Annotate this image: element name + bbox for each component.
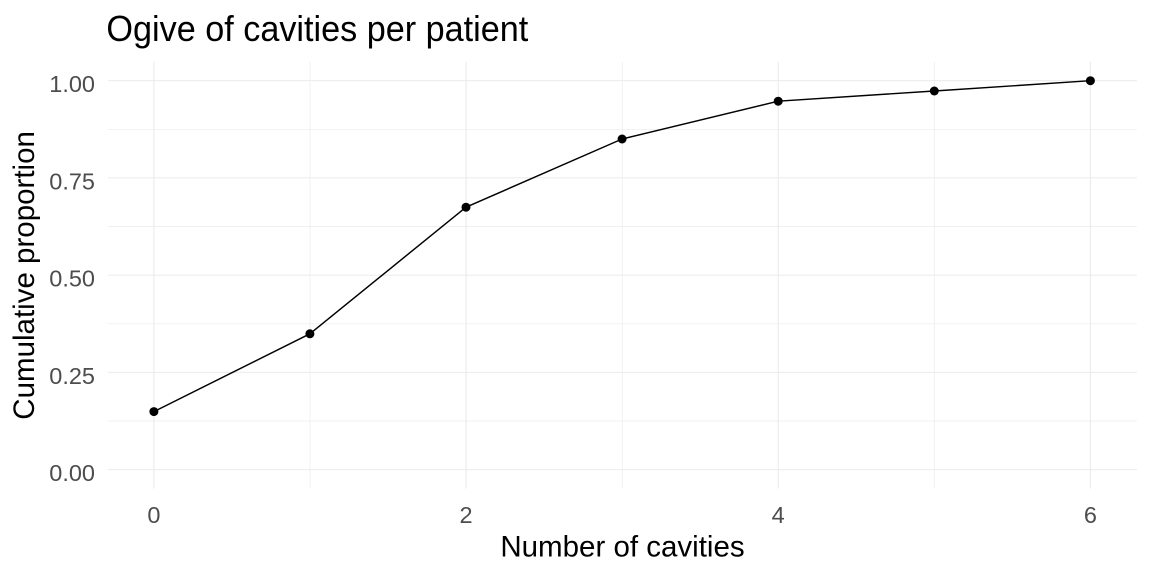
- svg-text:0: 0: [147, 502, 160, 528]
- svg-text:1.00: 1.00: [49, 71, 95, 97]
- svg-text:Cumulative proportion: Cumulative proportion: [8, 131, 41, 420]
- svg-text:Ogive of cavities per patient: Ogive of cavities per patient: [106, 8, 528, 49]
- svg-text:0.25: 0.25: [49, 363, 95, 389]
- svg-text:2: 2: [460, 502, 473, 528]
- svg-text:0.75: 0.75: [49, 168, 95, 194]
- svg-text:Number of cavities: Number of cavities: [500, 530, 744, 563]
- svg-text:0.00: 0.00: [49, 460, 95, 486]
- svg-text:4: 4: [772, 502, 785, 528]
- svg-text:0.50: 0.50: [49, 266, 95, 292]
- svg-text:6: 6: [1084, 502, 1097, 528]
